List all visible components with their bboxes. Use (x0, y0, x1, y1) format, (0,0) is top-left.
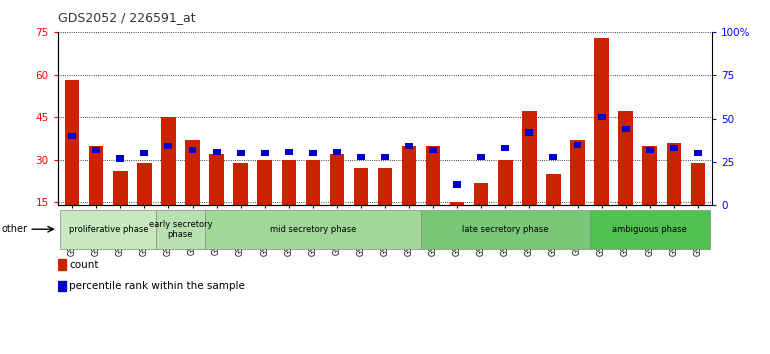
Bar (525, 130, 534, 136)
Bar (330, 154, 344, 205)
Bar (378, 169, 392, 205)
Bar (233, 163, 248, 205)
Bar (522, 112, 537, 205)
Bar (189, 147, 196, 153)
Bar (546, 174, 561, 205)
Bar (257, 160, 272, 205)
Bar (58, 281, 66, 291)
Bar (454, 182, 461, 188)
Bar (205, 210, 421, 249)
Text: percentile rank within the sample: percentile rank within the sample (69, 281, 245, 291)
Bar (89, 145, 103, 205)
Bar (667, 143, 681, 205)
Text: mid secretory phase: mid secretory phase (270, 225, 356, 234)
Text: GDS2052 / 226591_at: GDS2052 / 226591_at (58, 11, 196, 24)
Bar (137, 163, 152, 205)
Bar (594, 38, 609, 205)
Bar (58, 259, 66, 270)
Bar (209, 154, 224, 205)
Bar (402, 145, 417, 205)
Bar (333, 149, 341, 155)
Text: count: count (69, 260, 99, 270)
Bar (477, 154, 485, 160)
Bar (405, 143, 413, 149)
Bar (140, 150, 149, 156)
Bar (165, 143, 172, 149)
Bar (306, 160, 320, 205)
Bar (426, 145, 440, 205)
Bar (501, 145, 509, 151)
Text: ambiguous phase: ambiguous phase (612, 225, 687, 234)
Bar (474, 183, 488, 205)
Text: other: other (2, 224, 28, 234)
Bar (598, 114, 605, 120)
Bar (60, 210, 156, 249)
Bar (691, 163, 705, 205)
Bar (116, 155, 124, 161)
Bar (156, 210, 205, 249)
Bar (213, 149, 220, 155)
Text: early secretory
phase: early secretory phase (149, 219, 213, 239)
Bar (357, 154, 365, 160)
Bar (113, 171, 128, 205)
Bar (571, 140, 584, 205)
Bar (498, 160, 513, 205)
Bar (429, 147, 437, 153)
Bar (65, 80, 79, 205)
Text: proliferative phase: proliferative phase (69, 225, 148, 234)
Bar (309, 150, 316, 156)
Bar (92, 147, 100, 153)
Bar (590, 210, 710, 249)
Bar (285, 149, 293, 155)
Bar (670, 145, 678, 151)
Bar (236, 150, 245, 156)
Bar (646, 147, 654, 153)
Bar (69, 133, 76, 139)
Bar (450, 202, 464, 205)
Bar (261, 150, 269, 156)
Bar (161, 117, 176, 205)
Bar (642, 145, 657, 205)
Bar (574, 142, 581, 148)
Bar (381, 154, 389, 160)
Bar (618, 112, 633, 205)
Bar (186, 140, 199, 205)
Text: late secretory phase: late secretory phase (462, 225, 548, 234)
Bar (282, 160, 296, 205)
Bar (694, 150, 701, 156)
Bar (421, 210, 590, 249)
Bar (550, 154, 557, 160)
Bar (353, 169, 368, 205)
Bar (621, 126, 630, 132)
